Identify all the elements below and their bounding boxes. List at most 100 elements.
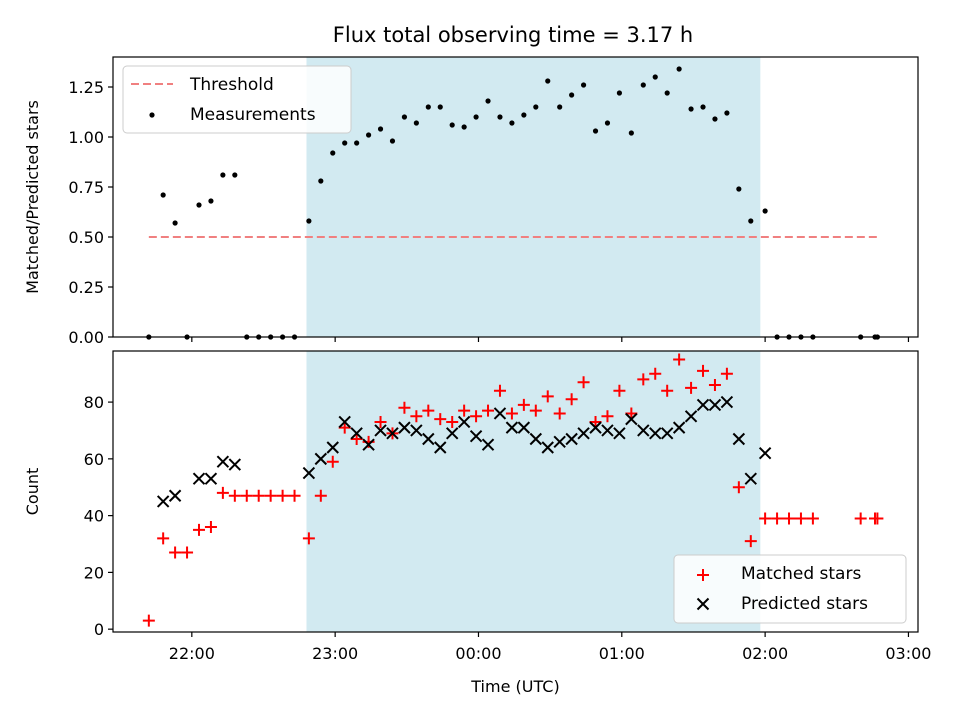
matched-star-point xyxy=(192,523,205,536)
matched-star-point xyxy=(517,398,530,411)
legend-measurement-label: Measurements xyxy=(190,105,316,125)
measurement-point xyxy=(616,90,623,96)
matched-star-point xyxy=(446,415,459,428)
y-tick-label: 0.75 xyxy=(68,178,104,197)
legend-box xyxy=(122,65,352,134)
predicted-star-point xyxy=(696,398,710,412)
y-tick-label: 40 xyxy=(84,507,104,526)
bottom-panel: 0 20 40 60 80 Count 22:00 23:00 00:00 01:00 02:00 0… xyxy=(23,350,931,696)
matched-star-point xyxy=(613,384,626,397)
measurement-point xyxy=(592,128,599,134)
predicted-star-point xyxy=(672,421,686,434)
x-tick-label: 23:00 xyxy=(312,644,358,663)
matched-star-point xyxy=(216,486,229,499)
matched-star-point xyxy=(589,415,602,428)
measurement-point xyxy=(389,138,396,144)
measurement-point xyxy=(377,126,384,132)
y-tick-label: 0.50 xyxy=(68,228,104,247)
predicted-star-point xyxy=(302,466,316,480)
matched-star-point xyxy=(759,512,772,525)
matched-star-point xyxy=(288,489,301,502)
predicted-star-point xyxy=(228,458,242,471)
measurement-point xyxy=(521,112,527,118)
measurement-point xyxy=(688,106,694,112)
matched-star-point xyxy=(565,393,578,406)
matched-star-point xyxy=(601,410,614,423)
predicted-star-point xyxy=(684,410,698,423)
measurement-point xyxy=(425,104,431,110)
predicted-star-point xyxy=(565,432,578,446)
matched-star-point xyxy=(204,520,217,533)
predicted-star-point xyxy=(434,441,447,454)
measurement-point xyxy=(413,120,419,126)
matched-star-point xyxy=(398,401,411,414)
measurement-point xyxy=(354,140,360,146)
measurement-point xyxy=(160,192,166,198)
matched-star-point xyxy=(338,421,351,434)
measurement-point xyxy=(172,220,178,226)
matched-star-point xyxy=(541,390,554,403)
matched-star-point xyxy=(649,367,662,380)
predicted-star-point xyxy=(613,427,626,440)
matched-star-point xyxy=(434,413,447,426)
predicted-star-point xyxy=(625,412,638,426)
matched-star-point xyxy=(732,481,745,494)
matched-star-point xyxy=(505,407,518,420)
y-tick-label: 0.25 xyxy=(68,278,104,297)
axes-frame xyxy=(112,56,919,338)
legend-predicted-swatch xyxy=(696,597,710,611)
x-tick-label: 02:00 xyxy=(742,644,788,663)
predicted-star-point xyxy=(637,424,650,437)
matched-star-point xyxy=(661,384,674,397)
predicted-star-point xyxy=(156,495,170,508)
predicted-star-point xyxy=(541,441,554,454)
matched-star-point xyxy=(314,489,327,502)
measurement-point xyxy=(401,114,408,120)
matched-star-point xyxy=(720,367,733,380)
legend-matched-label: Matched stars xyxy=(741,564,861,584)
y-tick-label: 1.00 xyxy=(68,128,104,147)
matched-star-point xyxy=(794,512,807,525)
predicted-star-point xyxy=(649,427,662,440)
matched-star-point xyxy=(708,379,721,392)
predicted-star-point xyxy=(350,427,363,440)
predicted-star-point xyxy=(505,421,519,434)
matched-star-point xyxy=(470,410,483,423)
predicted-star-point xyxy=(410,424,423,437)
predicted-star-point xyxy=(362,438,375,451)
predicted-star-point xyxy=(732,432,746,446)
measurement-point xyxy=(533,104,539,110)
matched-star-point xyxy=(482,404,495,417)
measurement-point xyxy=(762,208,768,214)
predicted-star-point xyxy=(338,415,351,429)
predicted-star-point xyxy=(168,489,182,502)
measurement-point xyxy=(220,172,226,178)
matched-star-point xyxy=(181,546,194,559)
predicted-star-point xyxy=(744,472,757,485)
measurement-point xyxy=(628,130,634,136)
legend-box xyxy=(673,554,907,624)
measurement-point xyxy=(545,78,551,84)
measurement-point xyxy=(569,92,575,98)
predicted-star-point xyxy=(708,398,722,412)
measurement-point xyxy=(449,122,455,128)
chart-title: Flux total observing time = 3.17 h xyxy=(333,23,693,47)
predicted-star-point xyxy=(577,427,590,440)
matched-star-point xyxy=(422,404,435,417)
matched-star-point xyxy=(169,546,182,559)
measurement-point xyxy=(604,120,611,126)
predicted-star-point xyxy=(204,472,218,485)
measurement-point xyxy=(318,178,324,184)
matched-star-point xyxy=(374,415,387,428)
matched-star-point xyxy=(302,532,315,545)
matched-star-point xyxy=(458,404,471,417)
matched-star-point xyxy=(854,512,867,525)
measurement-point xyxy=(437,104,443,110)
predicted-star-point xyxy=(326,441,339,454)
measurement-point xyxy=(509,120,515,126)
matched-star-point xyxy=(142,614,155,627)
predicted-star-point xyxy=(660,427,674,440)
matched-star-point xyxy=(240,489,253,502)
x-tick-label: 03:00 xyxy=(885,644,931,663)
